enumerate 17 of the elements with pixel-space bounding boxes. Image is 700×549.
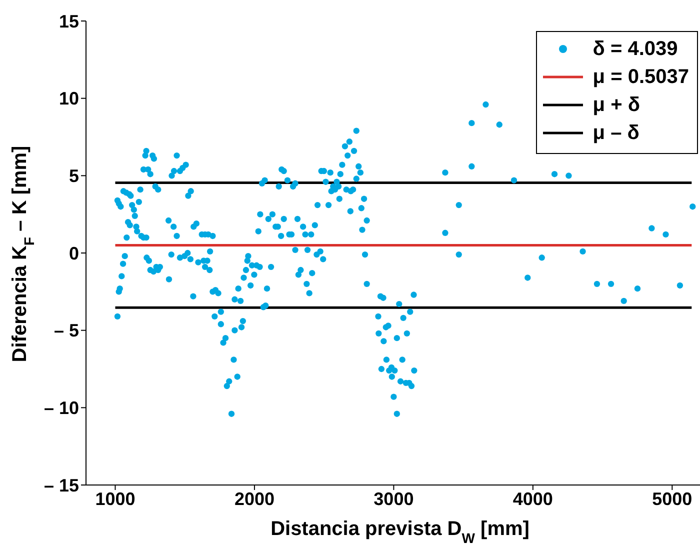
x-tick-label: 4000 <box>512 488 553 509</box>
y-tick-label: 0 <box>68 243 79 264</box>
y-tick-label: 10 <box>58 88 79 109</box>
x-axis-title: Distancia prevista D$_{W}$ [mm] <box>270 518 530 546</box>
y-tick-label: 5 <box>68 166 79 186</box>
legend-label: μ – δ <box>592 122 640 144</box>
y-tick-label: – 15 <box>44 475 79 496</box>
legend-label: μ + δ <box>592 94 640 116</box>
y-tick-label: – 10 <box>44 398 79 418</box>
x-tick-label: 3000 <box>374 488 414 509</box>
y-tick-label: 15 <box>58 11 79 32</box>
x-tick-label: 1000 <box>95 488 136 509</box>
legend-label: μ = 0.5037 <box>592 66 689 88</box>
legend-label: δ = 4.039 <box>592 38 678 60</box>
x-tick-label: 2000 <box>234 488 274 509</box>
y-tick-label: – 5 <box>54 320 79 341</box>
x-tick-label: 5000 <box>652 488 692 509</box>
